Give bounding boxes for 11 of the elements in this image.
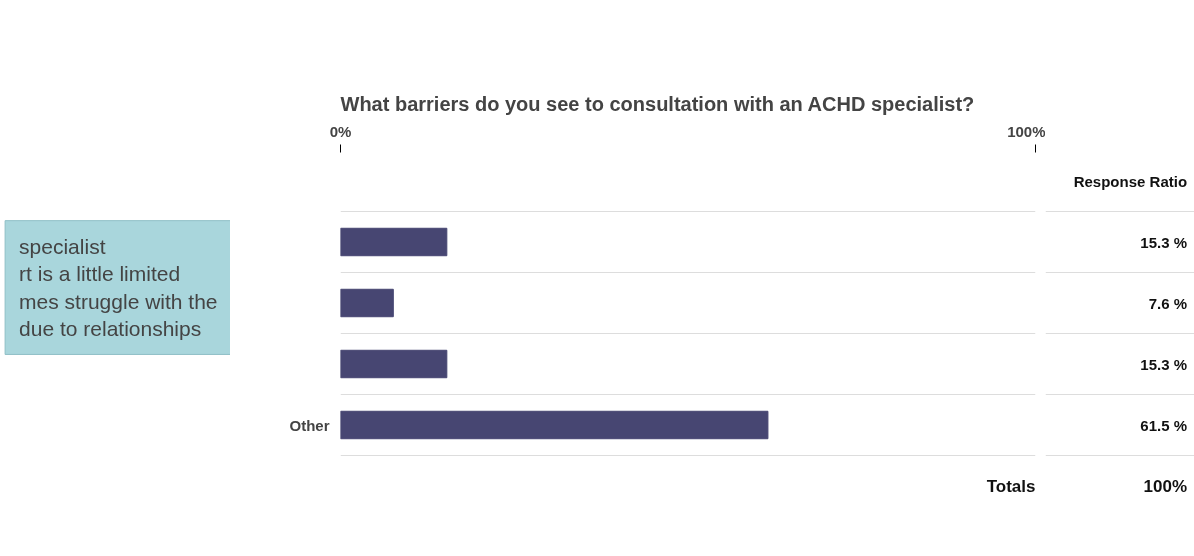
text: 100% [1143, 476, 1188, 496]
text: Response Ratio [1073, 172, 1188, 190]
data-label: 15.3 % [1140, 355, 1188, 373]
x-tick-label: 0% [329, 122, 352, 140]
chart-title: What barriers do you see to consultation with an ACHD specialist? [340, 92, 975, 115]
text: Totals [986, 476, 1036, 496]
data-label: 7.6 % [1148, 294, 1188, 312]
data-label: 61.5 % [1140, 416, 1188, 434]
data-label: 15.3 % [1140, 233, 1188, 251]
y-tick-label: Other [289, 416, 330, 434]
text: specialist rt is a little limited mes struggle with the due to relationships [19, 234, 218, 341]
